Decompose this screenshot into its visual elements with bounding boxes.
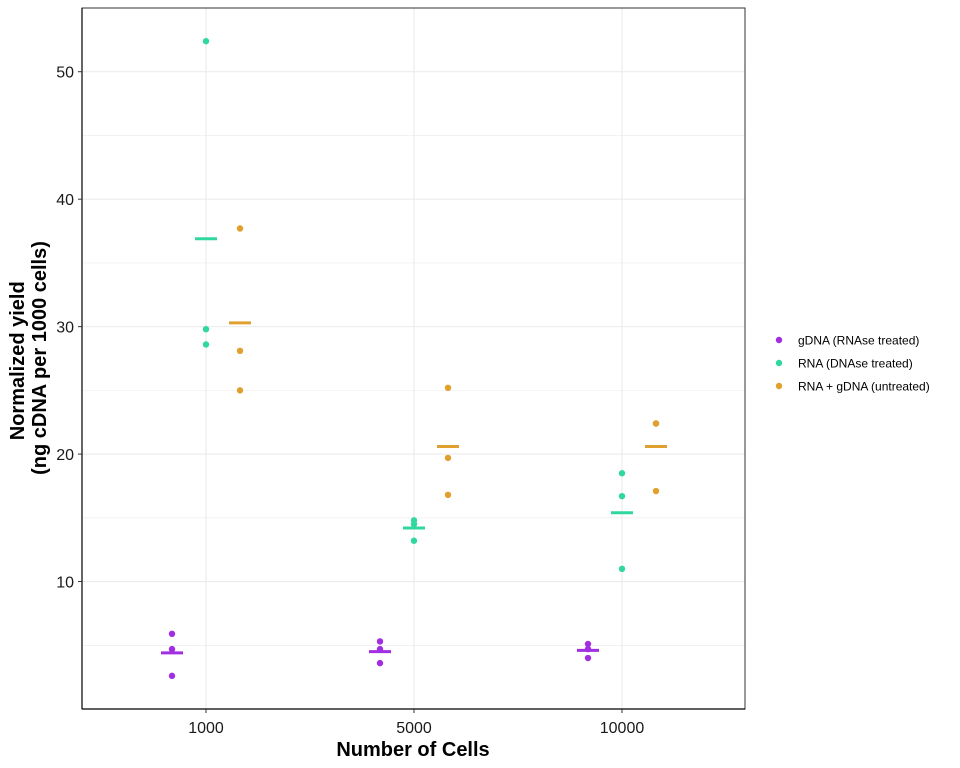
data-point — [168, 630, 176, 638]
y-tick-label: 20 — [56, 447, 74, 464]
x-tick-label: 5000 — [396, 720, 432, 737]
data-point — [376, 659, 384, 667]
data-layer — [161, 37, 667, 680]
series-2 — [195, 37, 633, 572]
data-point — [584, 654, 592, 662]
legend: gDNA (RNAse treated) RNA (DNAse treated) R… — [775, 334, 930, 394]
data-point — [444, 491, 452, 499]
data-point — [236, 225, 244, 232]
y-tick-label: 30 — [56, 320, 74, 337]
y-tick-label: 50 — [56, 65, 74, 82]
legend-item: RNA (DNAse treated) — [775, 357, 913, 371]
data-point — [236, 347, 244, 355]
data-point — [236, 387, 244, 394]
data-point — [168, 645, 176, 653]
data-point — [652, 487, 660, 495]
x-tick-labels: 1000 5000 10000 — [188, 720, 644, 737]
legend-label: gDNA (RNAse treated) — [798, 334, 919, 348]
data-point — [618, 470, 626, 477]
data-point — [410, 537, 418, 544]
y-tick-label: 10 — [56, 575, 74, 592]
data-point — [168, 672, 176, 680]
legend-swatch — [775, 382, 783, 390]
legend-label: RNA (DNAse treated) — [798, 357, 913, 371]
series-3 — [229, 225, 667, 499]
y-tick-label: 40 — [56, 192, 74, 209]
legend-swatch — [775, 336, 783, 344]
legend-swatch — [775, 359, 783, 367]
y-axis-title-line-2: (ng cDNA per 1000 cells) — [29, 241, 51, 475]
data-point — [202, 341, 210, 348]
grid-layer — [82, 7, 745, 709]
data-point — [202, 325, 210, 333]
x-axis-title: Number of Cells — [336, 739, 489, 761]
y-axis-title: Normalized yield (ng cDNA per 1000 cells… — [7, 241, 51, 475]
data-point — [618, 492, 626, 500]
legend-label: RNA + gDNA (untreated) — [798, 380, 930, 394]
legend-item: gDNA (RNAse treated) — [775, 334, 919, 348]
data-point — [202, 37, 210, 45]
data-point — [584, 640, 592, 648]
legend-item: RNA + gDNA (untreated) — [775, 380, 930, 394]
series-1 — [161, 630, 599, 680]
x-tick-label: 1000 — [188, 720, 224, 737]
data-point — [444, 454, 452, 462]
data-point — [410, 520, 418, 528]
axes-layer — [78, 7, 746, 713]
data-point — [444, 384, 452, 392]
data-point — [376, 638, 384, 645]
x-tick-label: 10000 — [600, 720, 645, 737]
y-axis-title-line-1: Normalized yield — [7, 281, 29, 440]
y-tick-labels: 10 20 30 40 50 — [56, 65, 74, 592]
data-point — [652, 420, 660, 427]
data-point — [618, 565, 626, 572]
